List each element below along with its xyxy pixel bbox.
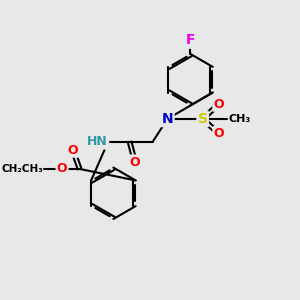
Text: S: S (198, 112, 208, 126)
Text: O: O (57, 162, 67, 176)
Text: HN: HN (87, 135, 108, 148)
Text: O: O (68, 143, 78, 157)
Text: O: O (214, 127, 224, 140)
Text: N: N (162, 112, 173, 126)
Text: O: O (130, 156, 140, 169)
Text: F: F (186, 34, 195, 47)
Text: O: O (214, 98, 224, 110)
Text: CH₂CH₃: CH₂CH₃ (1, 164, 43, 174)
Text: CH₃: CH₃ (228, 114, 250, 124)
